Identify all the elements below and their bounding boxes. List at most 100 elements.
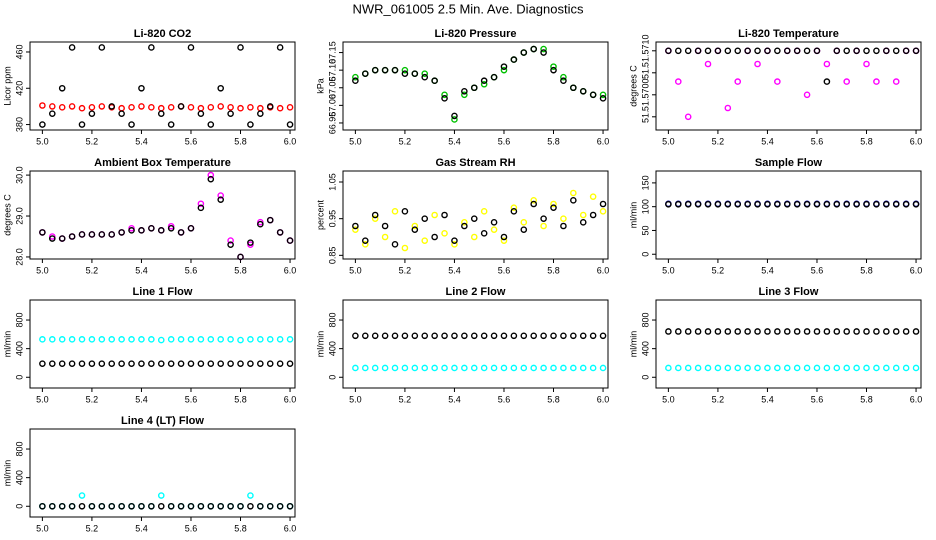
point: [823, 200, 831, 208]
point: [98, 502, 106, 510]
panel: Line 4 (LT) Flow ml/min 0 400 800 5.0 5.2 5.4 5.…: [2, 415, 296, 533]
point: [167, 360, 175, 367]
point: [912, 200, 920, 208]
point: [266, 216, 274, 224]
point: [411, 332, 419, 340]
point: [197, 204, 205, 212]
point: [371, 332, 379, 340]
point: [451, 241, 458, 248]
x-tick-label: 5.8: [234, 394, 247, 404]
point: [157, 104, 165, 112]
y-tick-label: 460: [14, 44, 24, 59]
point: [579, 87, 587, 95]
point: [207, 175, 215, 183]
point: [912, 364, 920, 372]
panel: Gas Stream RH percent 0.85 0.95 1.05 5.0 5.2 5.…: [315, 157, 609, 275]
point: [843, 47, 851, 55]
point: [237, 502, 244, 510]
plot-frame: [29, 170, 296, 260]
y-tick-label: 66.95: [327, 112, 337, 135]
x-tick-label: 5.8: [234, 523, 247, 533]
y-tick-label: 400: [14, 470, 24, 485]
point: [421, 73, 429, 81]
x-tick-label: 5.2: [86, 265, 99, 275]
point: [177, 336, 185, 343]
point: [207, 360, 215, 367]
point: [803, 91, 811, 99]
point: [579, 219, 587, 226]
point: [665, 47, 672, 55]
point: [684, 200, 692, 208]
point: [744, 328, 751, 335]
x-tick-label: 5.6: [498, 265, 511, 275]
x-tick-label: 5.8: [547, 265, 560, 275]
x-tick-label: 5.2: [399, 394, 412, 404]
point: [217, 84, 225, 92]
point: [138, 84, 145, 92]
point: [560, 222, 567, 230]
point: [108, 231, 116, 238]
point: [480, 364, 488, 372]
point: [187, 502, 195, 510]
y-tick-label: 0.95: [327, 210, 337, 228]
point: [520, 332, 528, 340]
x-tick-label: 5.4: [448, 394, 461, 404]
point: [78, 360, 86, 367]
x-tick-label: 5.0: [36, 394, 49, 404]
point: [177, 229, 185, 236]
point: [873, 78, 880, 85]
point: [39, 502, 46, 510]
point: [441, 95, 448, 102]
y-tick-label: 50: [640, 225, 650, 235]
point: [257, 104, 264, 112]
point: [381, 222, 389, 230]
point: [48, 233, 56, 240]
plot-area: [665, 200, 920, 208]
point: [714, 364, 722, 372]
point: [352, 226, 359, 233]
point: [88, 110, 96, 117]
point: [247, 239, 254, 246]
point: [421, 332, 429, 340]
y-tick-label: 800: [327, 313, 337, 328]
point: [734, 328, 742, 335]
point: [803, 364, 811, 372]
x-tick-label: 5.4: [135, 523, 148, 533]
point: [540, 49, 547, 56]
point: [48, 235, 56, 242]
point: [118, 229, 125, 236]
point: [68, 502, 76, 510]
point: [431, 77, 438, 85]
point: [793, 364, 801, 372]
point: [599, 364, 607, 372]
y-tick-label: 51.: [640, 67, 650, 80]
point: [550, 332, 557, 340]
panel-title: Li-820 Pressure: [435, 28, 517, 40]
point: [902, 47, 910, 55]
plot-area: [665, 328, 920, 372]
point: [704, 328, 712, 335]
x-tick-label: 5.4: [135, 265, 148, 275]
x-tick-label: 5.6: [185, 136, 198, 146]
point: [257, 336, 264, 343]
point: [138, 360, 145, 367]
point: [148, 225, 155, 232]
point: [148, 360, 155, 367]
y-axis-label: ml/min: [315, 331, 325, 358]
point: [589, 364, 597, 372]
y-tick-label: 0: [14, 504, 24, 509]
point: [371, 211, 379, 219]
x-tick-label: 5.0: [662, 394, 675, 404]
point: [783, 328, 791, 335]
point: [98, 360, 106, 367]
y-tick-label: 150: [640, 175, 650, 190]
point: [684, 328, 692, 335]
point: [813, 364, 821, 372]
point: [157, 227, 165, 234]
point: [560, 332, 567, 340]
point: [197, 502, 205, 510]
point: [764, 200, 771, 208]
point: [167, 225, 175, 232]
point: [411, 222, 419, 230]
point: [833, 328, 841, 335]
